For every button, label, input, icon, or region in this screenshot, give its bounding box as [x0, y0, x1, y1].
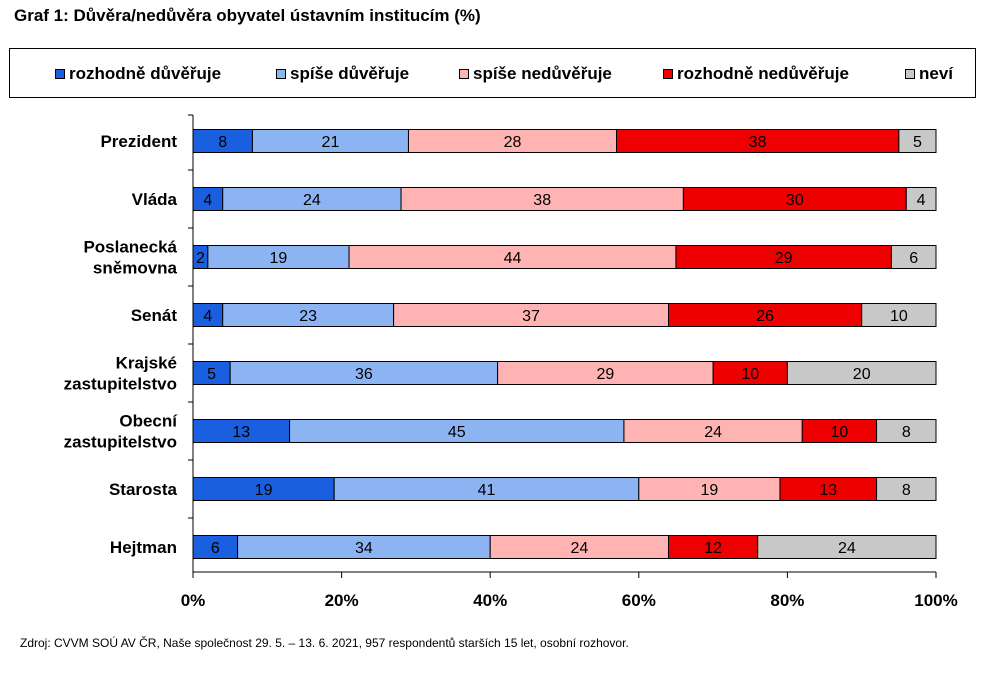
data-label: 28	[504, 134, 522, 151]
legend-swatch	[905, 69, 915, 79]
legend-label: spíše důvěřuje	[290, 64, 410, 83]
legend-label: spíše nedůvěřuje	[473, 64, 612, 83]
legend-item: neví	[905, 64, 953, 84]
legend-label: rozhodně důvěřuje	[69, 64, 222, 83]
data-label: 4	[203, 192, 212, 209]
x-tick-label: 100%	[914, 591, 957, 610]
data-label: 6	[909, 250, 918, 267]
category-label: Obecní	[119, 412, 178, 431]
data-label: 8	[218, 134, 227, 151]
chart-title: Graf 1: Důvěra/nedůvěra obyvatel ústavní…	[14, 6, 481, 25]
data-label: 38	[749, 134, 767, 151]
bar-segment	[905, 187, 937, 211]
data-label: 19	[700, 482, 718, 499]
data-label: 2	[196, 250, 205, 267]
data-label: 4	[917, 192, 926, 209]
data-label: 36	[355, 366, 373, 383]
data-label: 37	[522, 308, 540, 325]
data-label: 21	[322, 134, 340, 151]
bar-segment	[876, 419, 937, 443]
data-label: 13	[819, 482, 837, 499]
x-tick-label: 80%	[770, 591, 804, 610]
legend-swatch	[55, 69, 65, 79]
data-label: 4	[203, 308, 212, 325]
data-label: 45	[448, 424, 466, 441]
data-label: 24	[838, 540, 856, 557]
category-label: sněmovna	[93, 259, 178, 278]
source-note: Zdroj: CVVM SOÚ AV ČR, Naše společnost 2…	[20, 636, 629, 650]
category-label: Krajské	[116, 354, 177, 373]
data-label: 10	[890, 308, 908, 325]
data-label: 24	[704, 424, 722, 441]
data-label: 38	[533, 192, 551, 209]
data-label: 24	[303, 192, 321, 209]
data-label: 26	[756, 308, 774, 325]
category-label: zastupitelstvo	[64, 433, 177, 452]
x-tick-label: 20%	[325, 591, 359, 610]
legend: rozhodně důvěřuje spíše důvěřuje spíše n…	[9, 48, 976, 98]
data-label: 6	[211, 540, 220, 557]
category-label: Vláda	[132, 190, 178, 209]
x-tick-label: 0%	[181, 591, 206, 610]
data-label: 5	[207, 366, 216, 383]
category-label: Starosta	[109, 480, 178, 499]
data-label: 8	[902, 482, 911, 499]
bar-segment	[786, 361, 937, 385]
category-label: Hejtman	[110, 538, 177, 557]
category-label: Poslanecká	[83, 238, 177, 257]
legend-swatch	[459, 69, 469, 79]
legend-item: rozhodně důvěřuje	[55, 64, 221, 84]
data-label: 44	[504, 250, 522, 267]
stacked-bar-chart: 8 21 28 38 5 Prezident 4 24 38 30 4 Vláda 2 19 44 29 6 Po…	[64, 114, 958, 610]
data-label: 8	[902, 424, 911, 441]
data-label: 29	[775, 250, 793, 267]
legend-label: rozhodně nedůvěřuje	[677, 64, 849, 83]
data-label: 10	[831, 424, 849, 441]
data-label: 30	[786, 192, 804, 209]
data-label: 12	[704, 540, 722, 557]
legend-label: neví	[919, 64, 954, 83]
data-label: 34	[355, 540, 373, 557]
data-label: 41	[478, 482, 496, 499]
data-label: 5	[913, 134, 922, 151]
category-label: Prezident	[100, 132, 177, 151]
data-label: 20	[853, 366, 871, 383]
x-tick-label: 60%	[622, 591, 656, 610]
data-label: 29	[596, 366, 614, 383]
category-label: Senát	[131, 306, 178, 325]
legend-item: rozhodně nedůvěřuje	[663, 64, 849, 84]
legend-swatch	[663, 69, 673, 79]
data-label: 23	[299, 308, 317, 325]
data-label: 10	[741, 366, 759, 383]
x-tick-label: 40%	[473, 591, 507, 610]
legend-swatch	[276, 69, 286, 79]
data-label: 19	[270, 250, 288, 267]
bar-segment	[890, 245, 937, 269]
bar-segment	[898, 129, 937, 153]
legend-item: spíše nedůvěřuje	[459, 64, 612, 84]
category-label: zastupitelstvo	[64, 375, 177, 394]
data-label: 19	[255, 482, 273, 499]
data-label: 13	[232, 424, 250, 441]
bar-segment	[757, 535, 937, 559]
bar-segment	[861, 303, 937, 327]
legend-item: spíše důvěřuje	[276, 64, 409, 84]
bar-segment	[876, 477, 937, 501]
data-label: 24	[570, 540, 588, 557]
